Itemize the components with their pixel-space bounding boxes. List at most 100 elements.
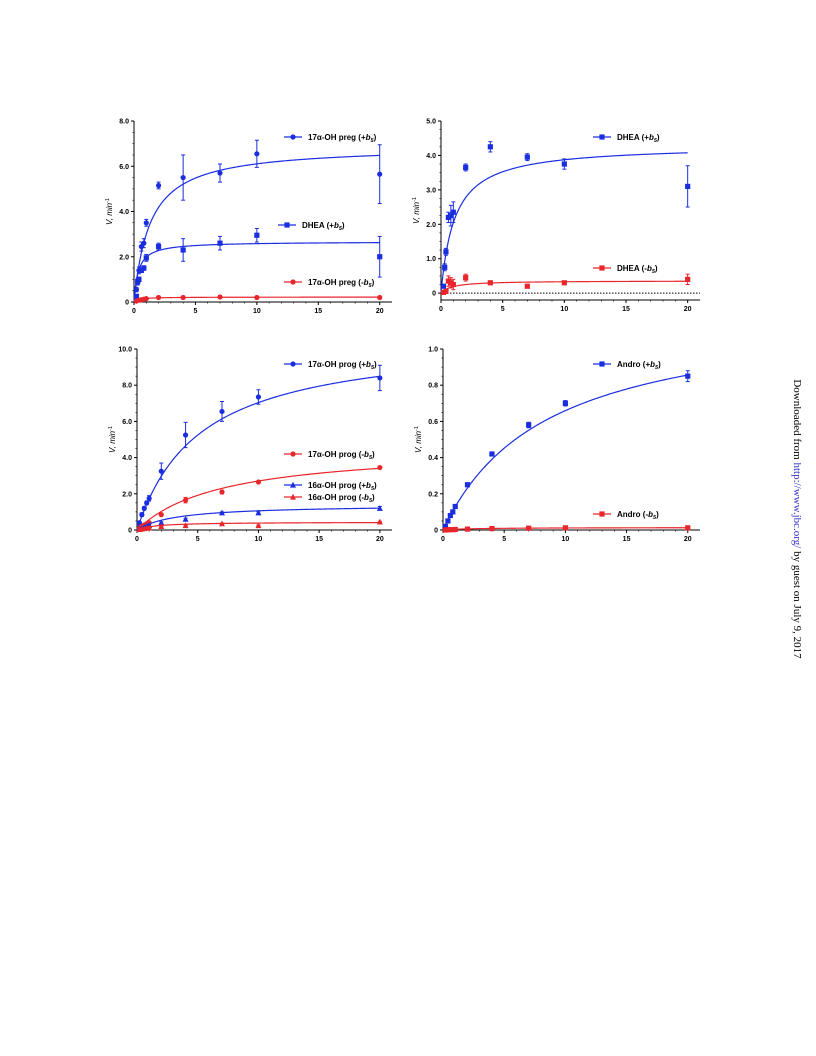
data-point [158, 523, 165, 529]
legend-label-main: 17α-OH preg ( [308, 133, 361, 142]
y-tick-label: 10.0 [118, 347, 132, 354]
data-point [158, 519, 165, 526]
x-tick-label: 15 [314, 308, 322, 315]
x-tick-label: 5 [501, 306, 505, 313]
data-point [442, 523, 449, 529]
data-point [463, 164, 469, 171]
legend-entry-1: DHEA (+b5) [593, 133, 660, 144]
data-point [377, 375, 383, 381]
data-point [254, 294, 260, 301]
legend-label-b: b [649, 133, 654, 142]
legend-label-sign: - [361, 493, 364, 502]
legend-label-main: DHEA ( [302, 221, 330, 230]
series-3 [133, 294, 383, 304]
data-point [377, 464, 383, 471]
y-axis-title-sup: -1 [105, 198, 111, 203]
data-point [254, 232, 260, 238]
data-point [447, 512, 453, 519]
data-point [143, 296, 149, 302]
legend-marker [290, 134, 296, 140]
legend-label-tail: ) [656, 510, 659, 519]
data-point [448, 213, 454, 219]
y-tick-label: 3.0 [426, 187, 436, 194]
x-tick-label: 20 [376, 308, 384, 315]
y-tick-label: 1.0 [428, 347, 438, 354]
legend-label-tail: ) [372, 493, 375, 502]
legend-label-sign: - [645, 510, 648, 519]
y-axis-title: V, min-1 [108, 426, 117, 453]
legend-label-main: 17α-OH prog ( [308, 450, 362, 459]
legend-label-sub: 5 [371, 138, 375, 144]
legend-label-sign: - [361, 450, 364, 459]
legend-label-sub: 5 [371, 365, 375, 371]
data-point [377, 294, 383, 301]
data-point [443, 288, 449, 294]
legend-label-sub: 5 [369, 498, 373, 504]
legend-label-sign: + [361, 133, 366, 142]
legend-label-sub: 5 [653, 515, 657, 521]
jbc-link[interactable]: http://www.jbc.org/ [791, 462, 803, 549]
legend-marker [599, 361, 605, 367]
legend-label-sign: + [361, 481, 366, 490]
data-point [561, 161, 567, 167]
legend-marker [290, 279, 296, 285]
y-axis-title: V, min-1 [105, 198, 114, 225]
data-point [489, 525, 495, 532]
data-point [219, 520, 225, 527]
y-tick-label: 2.0 [426, 222, 436, 229]
y-tick-label: 5.0 [426, 119, 436, 126]
legend-marker [599, 265, 605, 271]
legend-label-main: 17α-OH preg ( [308, 278, 361, 287]
x-tick-label: 10 [561, 536, 569, 543]
legend-label-b: b [366, 481, 371, 490]
data-point [219, 489, 225, 495]
legend-label-main: 17α-OH prog ( [308, 360, 362, 369]
data-point [182, 432, 189, 438]
data-point [685, 525, 691, 531]
data-point [155, 182, 162, 189]
legend-label-sign: - [644, 264, 647, 273]
data-point [685, 276, 691, 282]
legend-label-b: b [648, 510, 653, 519]
y-tick-label: 2.0 [119, 254, 129, 261]
legend-label-main: DHEA ( [617, 264, 645, 273]
y-axis-title-main: V, min [412, 201, 421, 224]
legend-label-sign: - [361, 278, 364, 287]
legend-label: 16α-OH prog (-b5) [308, 493, 375, 504]
data-point [524, 154, 530, 160]
data-point [464, 526, 471, 532]
y-axis-title-main: V, min [105, 202, 114, 225]
y-axis-title: V, min-1 [412, 197, 421, 224]
data-point [377, 254, 383, 260]
legend-label-b: b [364, 450, 369, 459]
legend-label: 16α-OH prog (+b5) [308, 481, 377, 492]
data-point [562, 525, 568, 531]
y-tick-label: 4.0 [426, 153, 436, 160]
legend-label: DHEA (+b5) [302, 221, 345, 232]
legend-label-sign: + [329, 221, 334, 230]
data-point [377, 171, 383, 177]
data-point [255, 522, 262, 529]
data-point [489, 451, 495, 457]
legend-label-tail: ) [372, 450, 375, 459]
legend-label: DHEA (+b5) [617, 133, 660, 144]
x-tick-label: 20 [684, 306, 692, 313]
legend-label-tail: ) [374, 133, 377, 142]
chart-panel-3: 0 2.0 4.0 6.0 8.0 10.0 0 5 10 15 20 V, min-1 17α-OH … [108, 347, 392, 543]
x-tick-label: 10 [255, 536, 263, 543]
data-point [141, 240, 147, 246]
data-point [255, 394, 262, 400]
legend-entry-3: 17α-OH preg (-b5) [284, 278, 375, 289]
legend-label-b: b [364, 278, 369, 287]
legend-label-tail: ) [374, 360, 377, 369]
data-point [561, 280, 567, 286]
data-point [254, 151, 260, 157]
data-point [445, 518, 451, 524]
data-point [685, 373, 691, 379]
data-point [526, 422, 532, 428]
data-point [143, 220, 149, 226]
data-point [158, 512, 164, 518]
series-2 [442, 525, 691, 533]
y-tick-label: 0.8 [428, 383, 438, 390]
